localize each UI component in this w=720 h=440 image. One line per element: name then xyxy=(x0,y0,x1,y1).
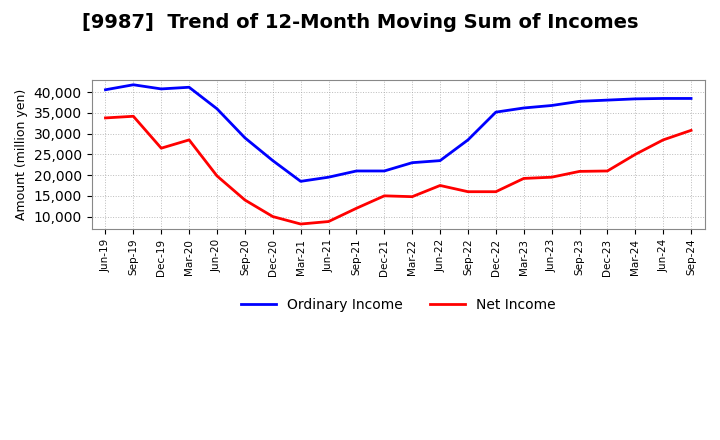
Net Income xyxy=(575,169,584,174)
Ordinary Income xyxy=(129,82,138,88)
Ordinary Income xyxy=(687,96,696,101)
Ordinary Income xyxy=(492,110,500,115)
Ordinary Income xyxy=(519,105,528,110)
Ordinary Income xyxy=(157,86,166,92)
Ordinary Income xyxy=(575,99,584,104)
Ordinary Income xyxy=(464,137,472,143)
Net Income xyxy=(380,193,389,198)
Ordinary Income xyxy=(297,179,305,184)
Ordinary Income xyxy=(659,96,667,101)
Net Income xyxy=(436,183,444,188)
Net Income xyxy=(464,189,472,194)
Ordinary Income xyxy=(436,158,444,163)
Net Income xyxy=(519,176,528,181)
Net Income xyxy=(240,198,249,203)
Ordinary Income xyxy=(408,160,417,165)
Y-axis label: Amount (million yen): Amount (million yen) xyxy=(15,89,28,220)
Net Income xyxy=(492,189,500,194)
Net Income xyxy=(297,221,305,227)
Line: Ordinary Income: Ordinary Income xyxy=(105,85,691,181)
Ordinary Income xyxy=(324,175,333,180)
Ordinary Income xyxy=(603,98,612,103)
Net Income xyxy=(603,169,612,174)
Net Income xyxy=(212,173,221,179)
Ordinary Income xyxy=(547,103,556,108)
Net Income xyxy=(352,205,361,211)
Net Income xyxy=(101,115,109,121)
Net Income xyxy=(631,152,639,157)
Ordinary Income xyxy=(240,135,249,140)
Net Income xyxy=(324,219,333,224)
Legend: Ordinary Income, Net Income: Ordinary Income, Net Income xyxy=(235,293,561,318)
Net Income xyxy=(129,114,138,119)
Net Income xyxy=(185,137,194,143)
Ordinary Income xyxy=(101,87,109,92)
Ordinary Income xyxy=(212,106,221,111)
Net Income xyxy=(547,175,556,180)
Ordinary Income xyxy=(269,158,277,163)
Net Income xyxy=(408,194,417,199)
Net Income xyxy=(659,137,667,143)
Ordinary Income xyxy=(352,169,361,174)
Line: Net Income: Net Income xyxy=(105,116,691,224)
Text: [9987]  Trend of 12-Month Moving Sum of Incomes: [9987] Trend of 12-Month Moving Sum of I… xyxy=(82,13,638,32)
Net Income xyxy=(269,214,277,219)
Net Income xyxy=(687,128,696,133)
Ordinary Income xyxy=(631,96,639,102)
Net Income xyxy=(157,146,166,151)
Ordinary Income xyxy=(185,84,194,90)
Ordinary Income xyxy=(380,169,389,174)
